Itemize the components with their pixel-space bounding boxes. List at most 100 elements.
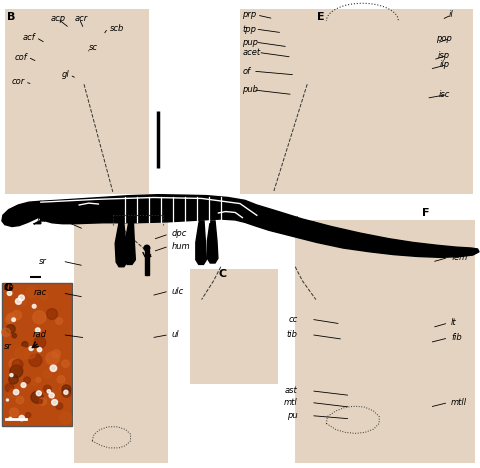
Circle shape	[60, 383, 71, 394]
Text: tib: tib	[287, 330, 298, 339]
Text: rad: rad	[33, 330, 47, 339]
Bar	[240, 9, 473, 194]
Circle shape	[33, 311, 46, 324]
Bar	[5, 9, 149, 194]
Bar	[74, 220, 168, 463]
Circle shape	[47, 308, 58, 320]
Text: acet: acet	[242, 48, 261, 57]
Circle shape	[10, 365, 23, 378]
Text: rac: rac	[34, 288, 47, 298]
Circle shape	[19, 416, 24, 421]
Text: hum: hum	[172, 241, 191, 251]
Text: ul: ul	[172, 330, 180, 339]
Text: acf: acf	[23, 33, 36, 42]
Circle shape	[7, 291, 12, 295]
Circle shape	[6, 315, 14, 323]
Circle shape	[60, 412, 72, 424]
Circle shape	[62, 360, 69, 367]
Text: A: A	[26, 204, 35, 213]
Text: fib: fib	[451, 333, 462, 343]
Circle shape	[34, 337, 46, 348]
Circle shape	[38, 400, 43, 403]
Circle shape	[62, 388, 71, 397]
Circle shape	[12, 318, 15, 322]
Text: pub: pub	[242, 85, 258, 95]
Polygon shape	[145, 250, 149, 264]
Text: cof: cof	[14, 52, 27, 62]
Circle shape	[12, 359, 23, 370]
Text: ilp: ilp	[440, 60, 450, 69]
Text: cor: cor	[12, 77, 25, 87]
Circle shape	[37, 347, 42, 352]
Text: C: C	[218, 269, 227, 279]
Bar	[295, 220, 475, 463]
Polygon shape	[207, 221, 218, 263]
Text: tpp: tpp	[242, 24, 256, 34]
Text: flb: flb	[36, 215, 47, 225]
Polygon shape	[147, 264, 149, 275]
Text: sr: sr	[39, 256, 47, 266]
Circle shape	[49, 363, 57, 371]
Text: pu: pu	[287, 411, 298, 420]
Circle shape	[12, 311, 22, 320]
Circle shape	[31, 380, 37, 386]
Polygon shape	[115, 223, 127, 267]
Text: sr: sr	[4, 342, 12, 351]
Circle shape	[5, 383, 14, 392]
Circle shape	[24, 377, 30, 384]
Circle shape	[44, 385, 51, 393]
Text: mtll: mtll	[451, 398, 468, 407]
Text: mtl: mtl	[284, 398, 298, 407]
Circle shape	[36, 328, 40, 332]
Text: isc: isc	[439, 90, 450, 99]
Text: pup: pup	[242, 37, 258, 47]
Text: pop: pop	[436, 34, 452, 43]
Circle shape	[144, 245, 150, 251]
Circle shape	[24, 347, 36, 359]
Text: dpc: dpc	[172, 229, 187, 239]
Circle shape	[52, 350, 60, 358]
Circle shape	[25, 412, 31, 417]
Bar	[2, 283, 72, 426]
Text: isp: isp	[438, 51, 450, 60]
Circle shape	[46, 352, 59, 365]
Text: cc: cc	[288, 314, 298, 324]
Circle shape	[49, 393, 54, 398]
Text: lt: lt	[451, 318, 457, 328]
Polygon shape	[196, 221, 206, 264]
Circle shape	[32, 305, 36, 308]
Text: scb: scb	[110, 23, 125, 33]
Circle shape	[29, 347, 33, 351]
Circle shape	[10, 373, 13, 377]
Text: il: il	[449, 10, 454, 20]
Circle shape	[56, 403, 63, 410]
Circle shape	[47, 390, 50, 393]
Text: acp: acp	[50, 14, 66, 23]
Circle shape	[45, 358, 51, 364]
Circle shape	[21, 300, 26, 305]
Circle shape	[12, 334, 17, 338]
Circle shape	[56, 318, 62, 324]
Circle shape	[29, 354, 42, 366]
Circle shape	[39, 398, 47, 405]
Circle shape	[15, 299, 22, 304]
Circle shape	[6, 399, 9, 401]
Circle shape	[52, 400, 58, 405]
Circle shape	[15, 347, 28, 360]
Text: E: E	[317, 12, 324, 22]
Text: flb: flb	[4, 283, 14, 292]
Circle shape	[62, 385, 71, 394]
Circle shape	[9, 359, 19, 369]
Circle shape	[13, 389, 19, 395]
Circle shape	[22, 342, 28, 347]
Text: ulc: ulc	[172, 286, 184, 296]
Text: B: B	[7, 12, 15, 22]
Text: prp: prp	[242, 10, 257, 20]
Text: acr: acr	[74, 14, 88, 23]
Circle shape	[50, 365, 57, 372]
Circle shape	[2, 328, 10, 336]
Text: sc: sc	[89, 43, 98, 52]
Polygon shape	[2, 201, 42, 227]
Text: fem: fem	[451, 253, 468, 262]
Text: D: D	[76, 208, 85, 218]
